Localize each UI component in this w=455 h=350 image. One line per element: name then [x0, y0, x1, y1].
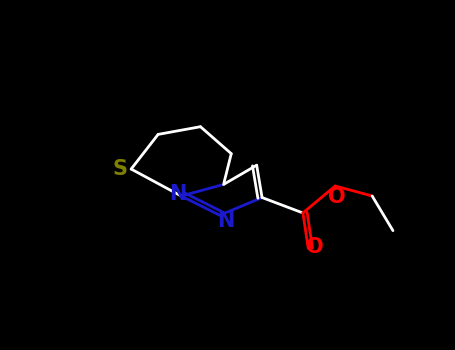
Text: N: N	[169, 184, 186, 204]
Text: N: N	[217, 211, 235, 231]
Text: O: O	[306, 237, 323, 257]
Text: S: S	[113, 159, 128, 179]
Text: O: O	[328, 187, 345, 207]
